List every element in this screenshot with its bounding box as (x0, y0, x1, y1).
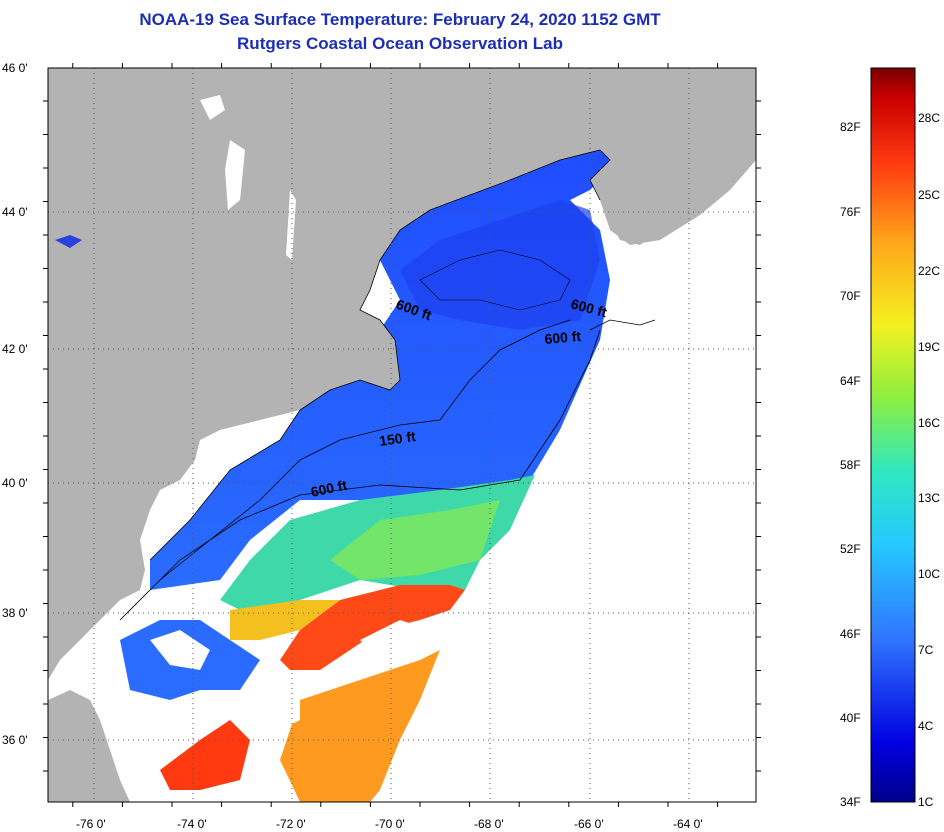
colorbar-f-label: 82F (840, 120, 861, 134)
contour-labels: 600 ft 600 ft 600 ft 150 ft 600 ft (309, 295, 609, 499)
lon-label: -74 0' (177, 817, 207, 831)
contour-label: 600 ft (309, 477, 348, 500)
frame-ticks (43, 63, 761, 807)
gulf-of-maine-water (400, 200, 600, 330)
colorbar-f-label: 64F (840, 374, 861, 388)
coastline (149, 149, 611, 561)
cloud-patch-3 (240, 680, 300, 740)
colorbar-f-label: 76F (840, 205, 861, 219)
colorbar-c-label: 10C (918, 567, 940, 581)
colorbar-f-label: 34F (840, 795, 861, 809)
gulf-stream-yellow (230, 600, 340, 640)
nova-scotia (600, 110, 756, 245)
map-frame (47, 67, 757, 803)
lat-label: 42 0' (2, 342, 28, 356)
graticule (48, 68, 756, 802)
lat-label: 46 0' (2, 61, 28, 75)
lon-label: -66 0' (574, 817, 604, 831)
lat-label: 44 0' (2, 205, 28, 219)
colorbar-c-label: 22C (918, 264, 940, 278)
lon-label: -70 0' (375, 817, 405, 831)
latitude-labels: 46 0' 44 0' 42 0' 40 0' 38 0' 36 0' (2, 61, 28, 747)
cloud-patch (150, 630, 210, 670)
colorbar-f-label: 58F (840, 458, 861, 472)
lake-2 (225, 140, 245, 210)
land-mass (48, 68, 756, 680)
colorbar-c-label: 19C (918, 340, 940, 354)
colorbar-c-label: 1C (918, 795, 934, 809)
slope-water-green (330, 500, 500, 580)
lon-label: -76 0' (76, 817, 106, 831)
map-title: NOAA-19 Sea Surface Temperature: Februar… (139, 10, 661, 29)
warm-southern-water (280, 650, 440, 802)
land-south (48, 690, 130, 802)
colorbar-c-label: 28C (918, 111, 940, 125)
colorbar-celsius-labels: 28C 25C 22C 19C 16C 13C 10C 7C 4C 1C (918, 111, 940, 809)
map-subtitle: Rutgers Coastal Ocean Observation Lab (237, 34, 563, 53)
warm-southern-water-red (160, 720, 250, 790)
colorbar-c-label: 25C (918, 188, 940, 202)
colorbar-f-label: 52F (840, 542, 861, 556)
gulf-stream (280, 585, 465, 670)
colorbar-c-label: 13C (918, 491, 940, 505)
no-data-region (370, 340, 756, 802)
nova-scotia-coast (589, 319, 656, 331)
lat-label: 38 0' (2, 606, 28, 620)
colorbar (870, 67, 916, 803)
lon-label: -68 0' (474, 817, 504, 831)
colorbar-c-label: 16C (918, 416, 940, 430)
colorbar-fahrenheit-labels: 82F 76F 70F 64F 58F 52F 46F 40F 34F (840, 120, 861, 809)
cloud-patch-2 (360, 620, 430, 660)
lon-label: -64 0' (673, 817, 703, 831)
colorbar-f-label: 46F (840, 627, 861, 641)
colorbar-f-label: 70F (840, 289, 861, 303)
colorbar-f-label: 40F (840, 711, 861, 725)
colorbar-c-label: 7C (918, 643, 934, 657)
lat-label: 40 0' (2, 476, 28, 490)
isobath-gulf (419, 249, 571, 311)
contour-label: 600 ft (544, 328, 582, 347)
colorbar-c-label: 4C (918, 719, 934, 733)
lon-label: -72 0' (276, 817, 306, 831)
lake-champlain (286, 190, 296, 260)
longitude-labels: -76 0' -74 0' -72 0' -70 0' -68 0' -66 0… (76, 817, 703, 831)
lat-label: 36 0' (2, 733, 28, 747)
lake-ontario-sliver (55, 235, 82, 248)
lake (200, 95, 225, 120)
isobath-150ft (159, 319, 571, 581)
contour-label: 150 ft (378, 428, 417, 449)
